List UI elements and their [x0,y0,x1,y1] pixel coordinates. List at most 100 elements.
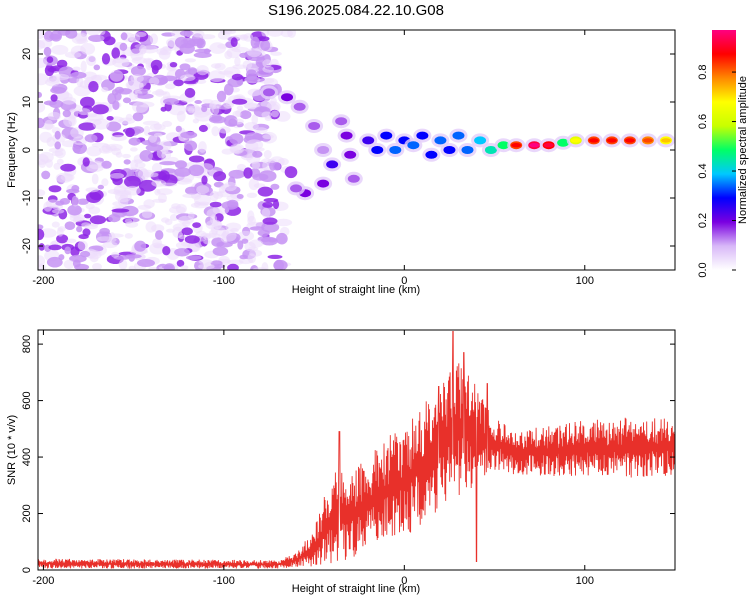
heatmap-cell [64,246,71,255]
heatmap-cell [115,151,123,158]
heatmap-cell [67,108,79,119]
x-tick-label: 100 [576,575,594,587]
heatmap-cell [152,238,163,249]
heatmap-cell [130,159,139,171]
heatmap-cell [267,238,277,243]
heatmap-cell [63,259,75,269]
heatmap-cell [125,221,139,228]
heatmap-cell [70,71,87,79]
heatmap-cell [88,81,99,93]
heatmap-cell [120,205,139,217]
heatmap-cell [56,227,64,237]
heatmap-cell [106,233,124,238]
heatmap-cell [239,52,249,58]
heatmap-cell [39,131,53,143]
heatmap-cell [262,217,278,225]
heatmap-cell [226,259,244,265]
heatmap-cell [257,78,275,84]
heatmap-cell [101,178,109,187]
heatmap-cell [168,104,187,116]
heatmap-cell [112,100,120,111]
y-tick-label: 20 [21,48,33,60]
heatmap-cell [64,51,82,59]
heatmap-cell [111,251,120,258]
heatmap-cell [241,238,249,244]
heatmap-cell [122,153,131,159]
heatmap-cell [245,139,264,151]
heatmap-cell [205,219,223,230]
heatmap-cell [642,138,653,143]
heatmap-cell [284,166,298,179]
heatmap-cell [443,146,456,154]
heatmap-cell [148,77,160,86]
heatmap-cell [78,122,96,131]
heatmap-cell [80,60,87,73]
heatmap-cell [257,36,270,42]
heatmap-cell [239,110,252,120]
heatmap-cell [184,235,200,244]
heatmap-cell [273,259,284,270]
heatmap-cell [484,146,497,154]
x-tick-label: -100 [213,575,235,587]
heatmap-cell [145,221,157,233]
heatmap-cell [263,198,279,203]
heatmap-cell [149,123,166,131]
heatmap-cell [38,73,49,86]
heatmap-cell [272,161,281,171]
heatmap-cell [326,160,339,169]
heatmap-cell [82,71,97,81]
heatmap-cell [244,122,259,131]
heatmap-cell [165,83,176,90]
heatmap-cell [47,111,61,121]
heatmap-cell [277,158,289,166]
heatmap-cell [51,151,64,157]
heatmap-cell [262,65,275,73]
heatmap-cell [198,124,208,133]
heatmap-cell [161,151,172,160]
heatmap-cell [47,75,61,84]
heatmap-cell [180,265,189,270]
colorbar-ticks: 0.0 0.2 0.4 0.6 0.8 [697,64,736,278]
heatmap-cell [51,208,65,214]
heatmap-cell [85,187,99,193]
heatmap-cell [62,96,77,105]
heatmap-cell [262,59,273,68]
heatmap-cell [511,143,522,148]
heatmap-cell [149,33,158,45]
heatmap-cell [194,194,212,206]
heatmap-cell [109,172,125,179]
heatmap-cell [164,218,173,226]
heatmap-cell [62,109,71,118]
heatmap-cell [72,259,81,268]
heatmap-cell [159,161,177,166]
heatmap-cell [110,145,117,151]
heatmap-cell [111,47,120,59]
heatmap-cell [212,246,229,256]
heatmap-cell [141,210,153,219]
heatmap-cell [229,133,244,145]
y-tick-label: 0 [21,567,33,573]
heatmap-cell [570,138,581,143]
spectrogram-y-label: Frequency (Hz) [6,112,18,188]
heatmap-cell [48,244,62,251]
heatmap-cell [281,93,294,102]
heatmap-cell [606,138,617,143]
heatmap-cell [77,198,89,205]
heatmap-cell [163,98,180,105]
heatmap-cell [208,70,225,83]
heatmap-cell [231,73,243,81]
heatmap-cell [46,256,63,268]
heatmap-cell [50,86,66,94]
heatmap-cell [119,42,128,52]
heatmap-cell [187,67,198,75]
y-tick-label: 0 [21,147,33,153]
heatmap-cell [274,218,293,227]
heatmap-cell [216,90,227,103]
heatmap-cell [196,185,210,195]
heatmap-cell [129,91,138,101]
heatmap-cell [209,42,226,54]
snr-x-label: Height of straight line (km) [292,583,420,595]
heatmap-cell [198,259,213,265]
heatmap-cell [223,83,234,96]
heatmap-cell [106,116,114,121]
